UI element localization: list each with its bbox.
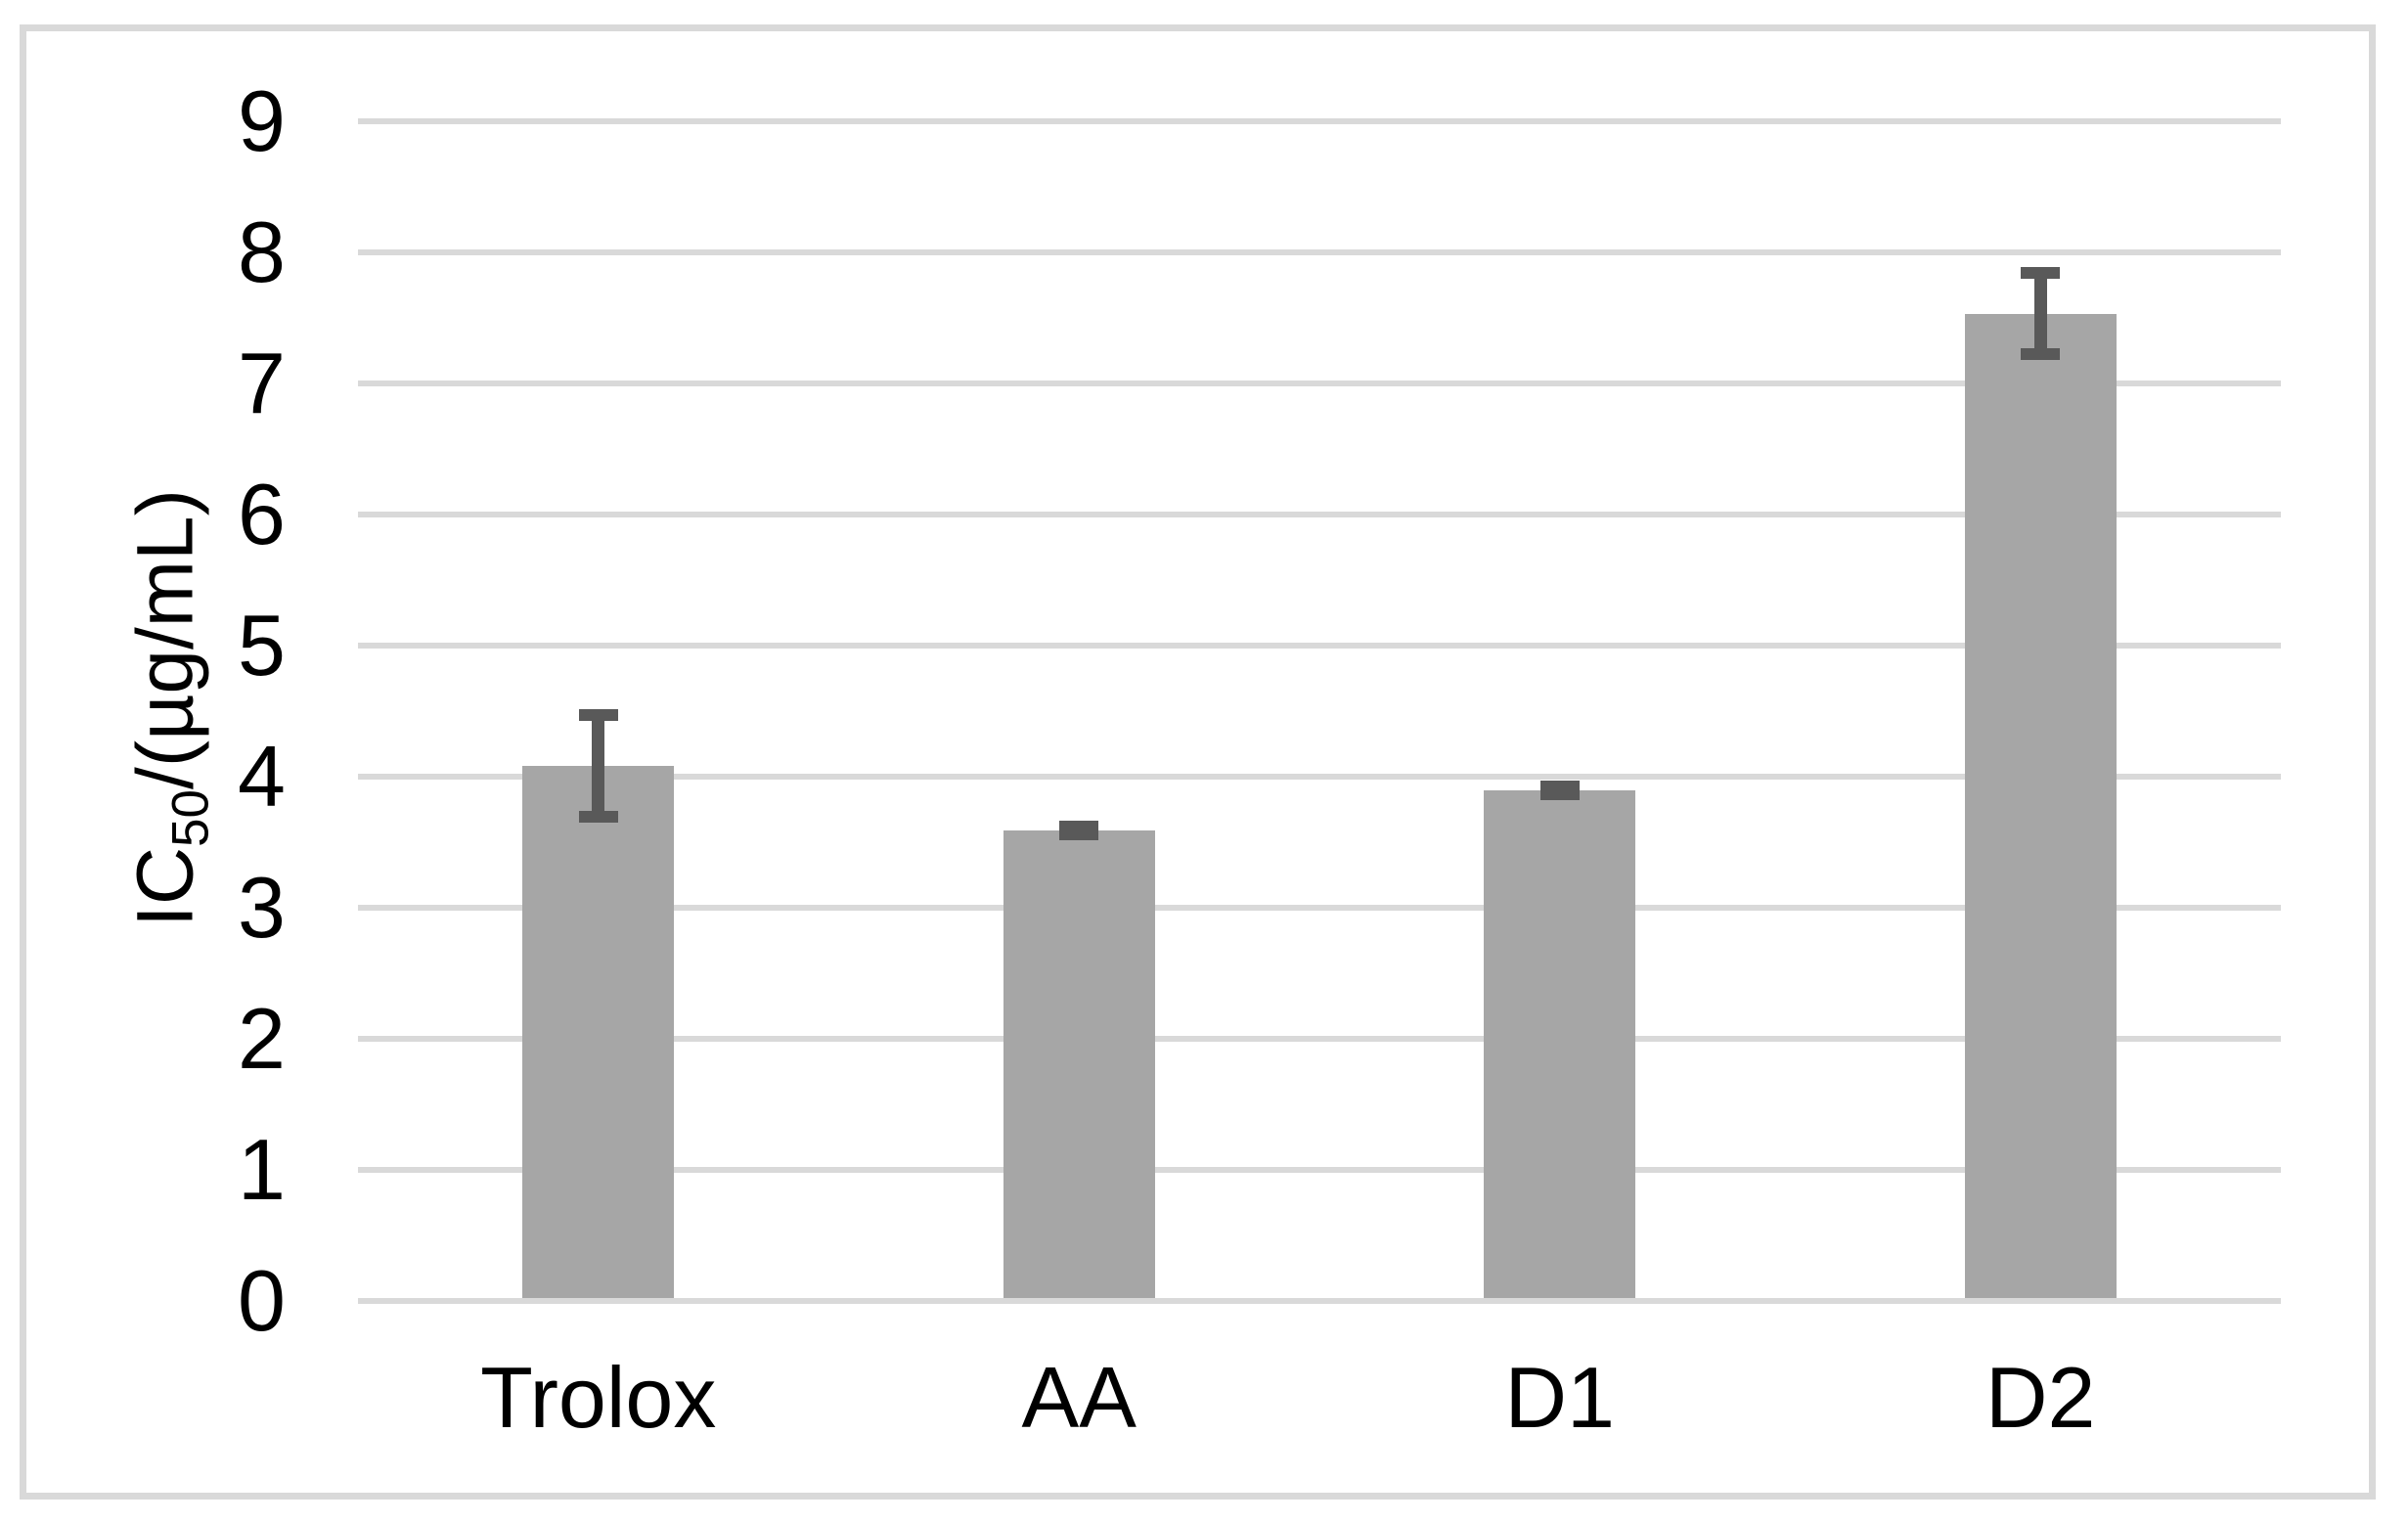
x-category-label-trolox: Trolox <box>480 1349 717 1446</box>
y-tick-label-0: 0 <box>238 1252 286 1349</box>
x-category-label-aa: AA <box>1021 1349 1137 1446</box>
gridline-y9 <box>358 118 2281 124</box>
gridline-y8 <box>358 249 2281 255</box>
y-tick-label-5: 5 <box>238 597 286 694</box>
gridline-y2 <box>358 1036 2281 1042</box>
gridline-y6 <box>358 512 2281 517</box>
error-bar-cap-top-trolox <box>578 708 618 721</box>
bar-aa <box>1003 829 1155 1298</box>
error-bar-stem-d2 <box>2033 273 2047 355</box>
y-tick-label-8: 8 <box>238 203 286 300</box>
error-bar-cap-bottom-trolox <box>578 811 618 824</box>
error-bar-cap-top-d2 <box>2021 267 2061 280</box>
y-tick-label-9: 9 <box>238 72 286 169</box>
bars-layer <box>358 118 2281 1298</box>
y-tick-label-7: 7 <box>238 335 286 431</box>
error-bar-stem-trolox <box>592 714 605 818</box>
gridlines-layer <box>358 118 2281 1304</box>
plot-area <box>358 118 2281 1304</box>
error-bar-cap-bottom-d1 <box>1539 788 1580 801</box>
y-tick-label-6: 6 <box>238 466 286 562</box>
gridline-y1 <box>358 1167 2281 1173</box>
bar-d1 <box>1484 790 1636 1298</box>
y-tick-label-4: 4 <box>238 728 286 825</box>
gridline-y0 <box>358 1298 2281 1304</box>
error-bar-cap-bottom-d2 <box>2021 348 2061 361</box>
bar-d2 <box>1964 313 2117 1298</box>
y-tick-label-3: 3 <box>238 859 286 956</box>
y-tick-label-1: 1 <box>238 1121 286 1218</box>
error-bar-cap-bottom-aa <box>1059 828 1099 840</box>
x-category-label-d1: D1 <box>1504 1349 1616 1446</box>
gridline-y4 <box>358 774 2281 780</box>
gridline-y3 <box>358 905 2281 911</box>
gridline-y5 <box>358 643 2281 649</box>
gridline-y7 <box>358 381 2281 386</box>
error-bars-layer <box>358 118 2281 1298</box>
y-tick-label-2: 2 <box>238 990 286 1087</box>
bar-trolox <box>522 765 675 1298</box>
x-category-label-d2: D2 <box>1985 1349 2096 1446</box>
